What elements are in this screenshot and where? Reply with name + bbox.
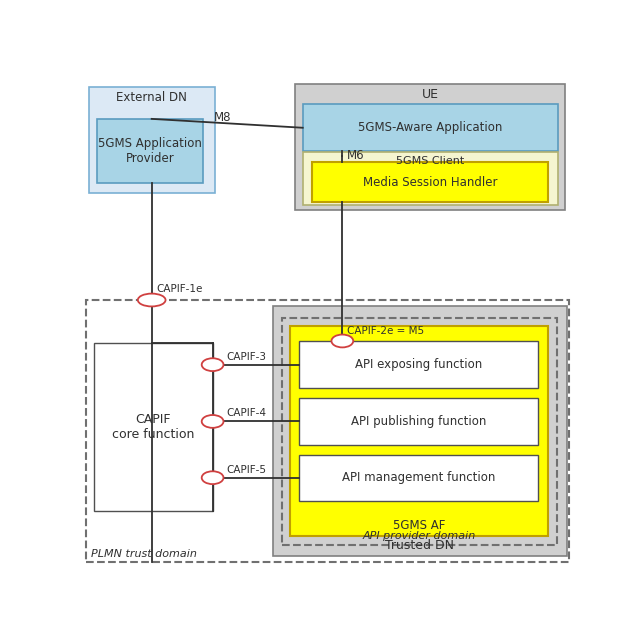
Text: PLMN trust domain: PLMN trust domain: [91, 549, 197, 559]
FancyBboxPatch shape: [303, 152, 558, 205]
Text: External DN: External DN: [116, 91, 187, 104]
Ellipse shape: [202, 415, 224, 428]
Ellipse shape: [332, 335, 353, 347]
Text: API provider domain: API provider domain: [363, 531, 476, 541]
Text: UE: UE: [422, 88, 439, 101]
FancyBboxPatch shape: [295, 85, 566, 210]
Text: API exposing function: API exposing function: [355, 358, 482, 371]
Text: Media Session Handler: Media Session Handler: [363, 176, 497, 188]
Text: CAPIF-5: CAPIF-5: [226, 465, 266, 475]
FancyBboxPatch shape: [299, 341, 539, 388]
Text: Trusted DN: Trusted DN: [385, 538, 454, 552]
FancyBboxPatch shape: [96, 119, 203, 183]
FancyBboxPatch shape: [94, 344, 213, 512]
FancyBboxPatch shape: [299, 397, 539, 445]
Text: CAPIF-4: CAPIF-4: [226, 408, 266, 419]
FancyBboxPatch shape: [273, 306, 567, 556]
Text: CAPIF
core function: CAPIF core function: [112, 413, 194, 442]
FancyBboxPatch shape: [290, 326, 548, 536]
Text: CAPIF-3: CAPIF-3: [226, 352, 266, 362]
FancyBboxPatch shape: [303, 104, 558, 151]
FancyBboxPatch shape: [312, 162, 548, 203]
Text: M8: M8: [213, 111, 231, 124]
Ellipse shape: [202, 358, 224, 371]
Text: 5GMS AF: 5GMS AF: [393, 519, 445, 532]
Text: 5GMS Client: 5GMS Client: [396, 156, 465, 166]
FancyBboxPatch shape: [299, 454, 539, 501]
Text: API management function: API management function: [342, 471, 495, 485]
Text: M6: M6: [348, 149, 365, 162]
Text: 5GMS Application
Provider: 5GMS Application Provider: [98, 137, 202, 165]
Ellipse shape: [202, 471, 224, 484]
Text: API publishing function: API publishing function: [351, 415, 486, 428]
FancyBboxPatch shape: [89, 87, 215, 193]
Text: CAPIF-1e: CAPIF-1e: [157, 284, 203, 294]
Text: CAPIF-2e = M5: CAPIF-2e = M5: [348, 326, 424, 336]
Text: 5GMS-Aware Application: 5GMS-Aware Application: [358, 121, 502, 134]
Ellipse shape: [138, 294, 166, 306]
